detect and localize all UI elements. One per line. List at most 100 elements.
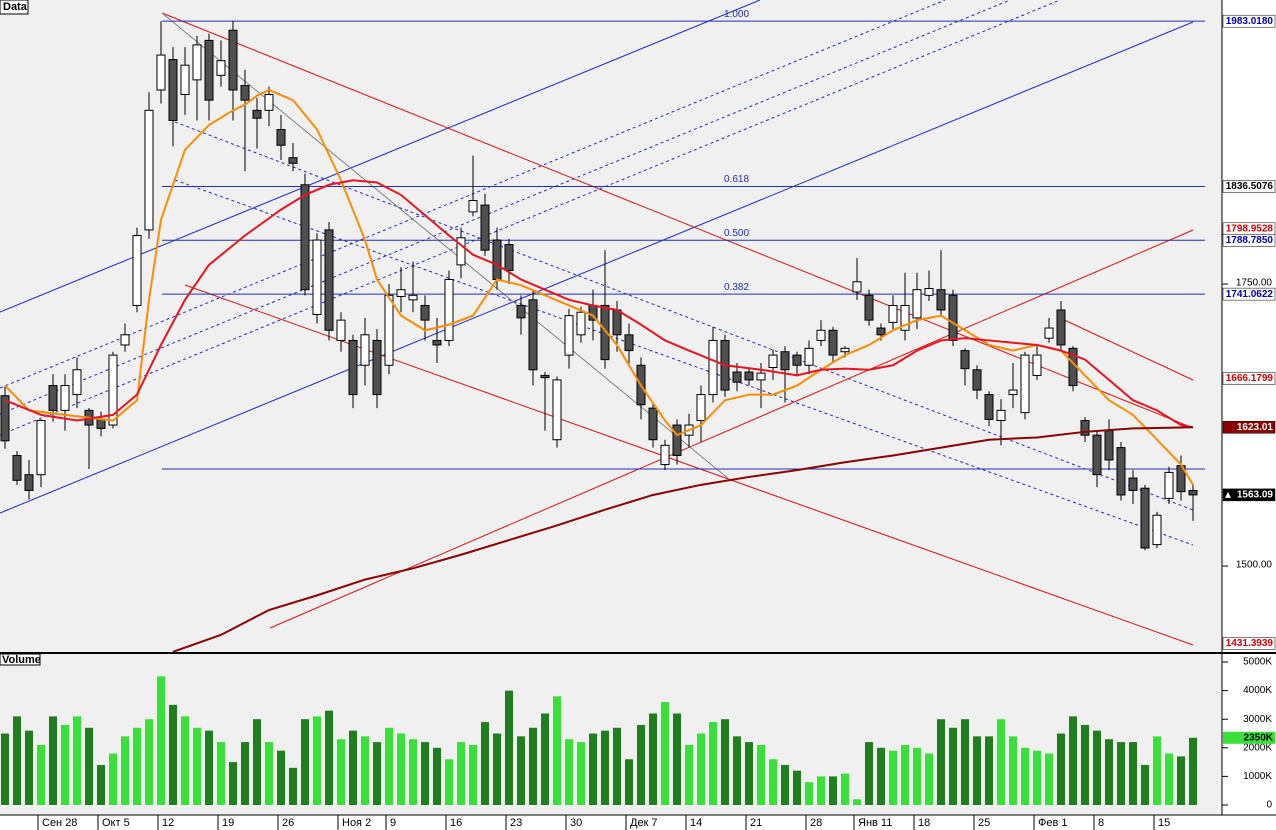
- volume-bar: [229, 762, 237, 805]
- candle-body: [708, 339, 718, 396]
- price-tag: [1222, 637, 1276, 650]
- volume-bar: [397, 733, 405, 805]
- volume-bar: [517, 736, 525, 805]
- volume-bar: [205, 730, 213, 805]
- y-tick-label: 5000K: [1243, 657, 1272, 668]
- fib-ratio: 0.500: [724, 228, 749, 239]
- volume-bar: [853, 799, 861, 805]
- candle-body: [144, 109, 154, 231]
- channel-line: [0, 21, 1194, 514]
- volume-bar: [649, 713, 657, 805]
- candle-body: [828, 329, 838, 356]
- candle-body: [228, 29, 238, 91]
- volume-bar: [733, 736, 741, 805]
- price-tag-label: 1798.9528: [1226, 223, 1274, 234]
- volume-bar: [169, 704, 177, 805]
- volume-bar: [781, 764, 789, 805]
- channel-line: [0, 0, 761, 313]
- volume-bar: [1009, 736, 1017, 805]
- volume-bar: [313, 716, 321, 805]
- candle-body: [1008, 389, 1018, 396]
- volume-bar: [181, 716, 189, 805]
- panel-title: Data: [3, 1, 28, 13]
- x-tick-label: 21: [750, 817, 762, 829]
- volume-bar: [1021, 747, 1029, 805]
- candle-body: [984, 394, 994, 420]
- price-tag-label: 1741.0622: [1226, 289, 1274, 300]
- x-tick-label: Янв 11: [858, 817, 892, 829]
- candle-body: [840, 347, 850, 353]
- price-tag: [1222, 287, 1276, 301]
- x-tick-label: 25: [978, 817, 990, 829]
- candle-body: [60, 385, 70, 411]
- candle-body: [96, 418, 106, 429]
- volume-bar: [349, 730, 357, 805]
- volume-bar: [361, 736, 369, 805]
- price-tag: [1222, 372, 1276, 385]
- volume-bar: [61, 724, 69, 805]
- volume-bar: [997, 719, 1005, 805]
- volume-bar: [565, 739, 573, 805]
- volume-bar: [121, 736, 129, 805]
- candle-body: [1128, 477, 1138, 491]
- candle-body: [12, 454, 22, 481]
- volume-bar: [673, 713, 681, 805]
- x-tick-label: Фев 1: [1038, 817, 1068, 829]
- y-tick-label: 2000K: [1243, 742, 1272, 753]
- volume-bar: [73, 716, 81, 805]
- candle-body: [36, 420, 46, 476]
- volume-bar: [1081, 724, 1089, 805]
- channel-line: [1059, 317, 1194, 381]
- candle-body: [744, 371, 754, 381]
- x-tick-label: 19: [222, 817, 234, 829]
- volume-bar: [265, 742, 273, 805]
- candle-body: [180, 64, 190, 96]
- candle-body: [1020, 354, 1030, 414]
- volume-bar: [793, 770, 801, 805]
- volume-bar: [109, 753, 117, 805]
- volume-tag: [1223, 731, 1275, 744]
- volume-bar: [1189, 737, 1197, 805]
- volume-bar: [901, 744, 909, 805]
- x-tick-label: Окт 5: [102, 817, 130, 829]
- channel-line: [0, 0, 1011, 415]
- candle-body: [540, 374, 550, 379]
- candle-body: [912, 289, 922, 319]
- price-tag-label: 1788.7850: [1226, 235, 1274, 246]
- price-tag: [1222, 234, 1276, 247]
- candle-body: [1044, 327, 1054, 339]
- volume-bar: [457, 742, 465, 805]
- x-tick-label: 15: [1158, 817, 1170, 829]
- volume-bar: [577, 742, 585, 805]
- volume-bar: [769, 759, 777, 805]
- x-tick-label: 16: [450, 817, 462, 829]
- volume-bar: [277, 750, 285, 805]
- candle-body: [348, 339, 358, 396]
- volume-bar: [1057, 733, 1065, 805]
- volume-bar: [25, 730, 33, 805]
- candle-body: [624, 334, 634, 352]
- candle-body: [516, 304, 526, 319]
- y-tick-label: 1000K: [1243, 771, 1272, 782]
- volume-bar: [685, 744, 693, 805]
- volume-bar: [1117, 742, 1125, 805]
- candle-body: [660, 444, 670, 466]
- candle-body: [408, 294, 418, 301]
- x-tick-label: Дек 7: [630, 817, 658, 829]
- candle-body: [924, 288, 934, 296]
- volume-bar: [865, 742, 873, 805]
- candle-body: [1164, 471, 1174, 499]
- fib-ratio: 0.382: [724, 282, 749, 293]
- volume-bar: [877, 747, 885, 805]
- volume-bar: [553, 696, 561, 805]
- volume-tag-label: 2350K: [1244, 732, 1274, 743]
- volume-bar: [373, 742, 381, 805]
- candle-body: [444, 279, 454, 341]
- candle-body: [756, 372, 766, 381]
- channel-line: [174, 179, 1194, 546]
- candle-body: [876, 327, 886, 336]
- candle-body: [468, 200, 478, 213]
- x-tick-label: 26: [282, 817, 294, 829]
- volume-bar: [1105, 739, 1113, 805]
